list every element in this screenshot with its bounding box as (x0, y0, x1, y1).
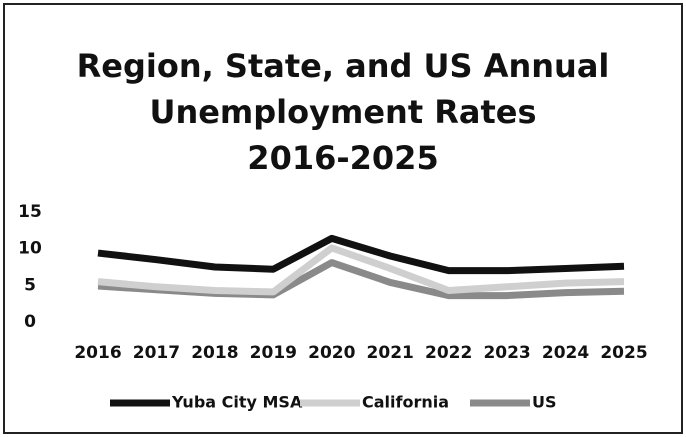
y-tick-label: 5 (24, 275, 36, 295)
y-tick-label: 10 (18, 239, 42, 259)
y-tick-label: 15 (18, 202, 42, 222)
x-tick-label: 2020 (308, 343, 355, 363)
chart-title: Region, State, and US Annual (77, 47, 610, 85)
legend-label: US (532, 393, 557, 412)
legend-label: Yuba City MSA (171, 393, 303, 412)
x-tick-label: 2018 (191, 343, 238, 363)
x-tick-label: 2024 (542, 343, 589, 363)
x-tick-label: 2022 (425, 343, 472, 363)
x-tick-label: 2023 (483, 343, 530, 363)
chart-title: Unemployment Rates (149, 93, 536, 131)
x-tick-label: 2019 (250, 343, 297, 363)
series-line (97, 244, 625, 296)
y-tick-label: 0 (24, 312, 36, 332)
x-tick-label: 2017 (133, 343, 180, 363)
series-line (97, 234, 625, 275)
chart-title: 2016-2025 (247, 139, 438, 177)
x-tick-label: 2025 (600, 343, 647, 363)
x-tick-label: 2021 (367, 343, 414, 363)
x-tick-label: 2016 (74, 343, 121, 363)
legend-label: California (362, 393, 449, 412)
chart-frame (3, 3, 683, 434)
